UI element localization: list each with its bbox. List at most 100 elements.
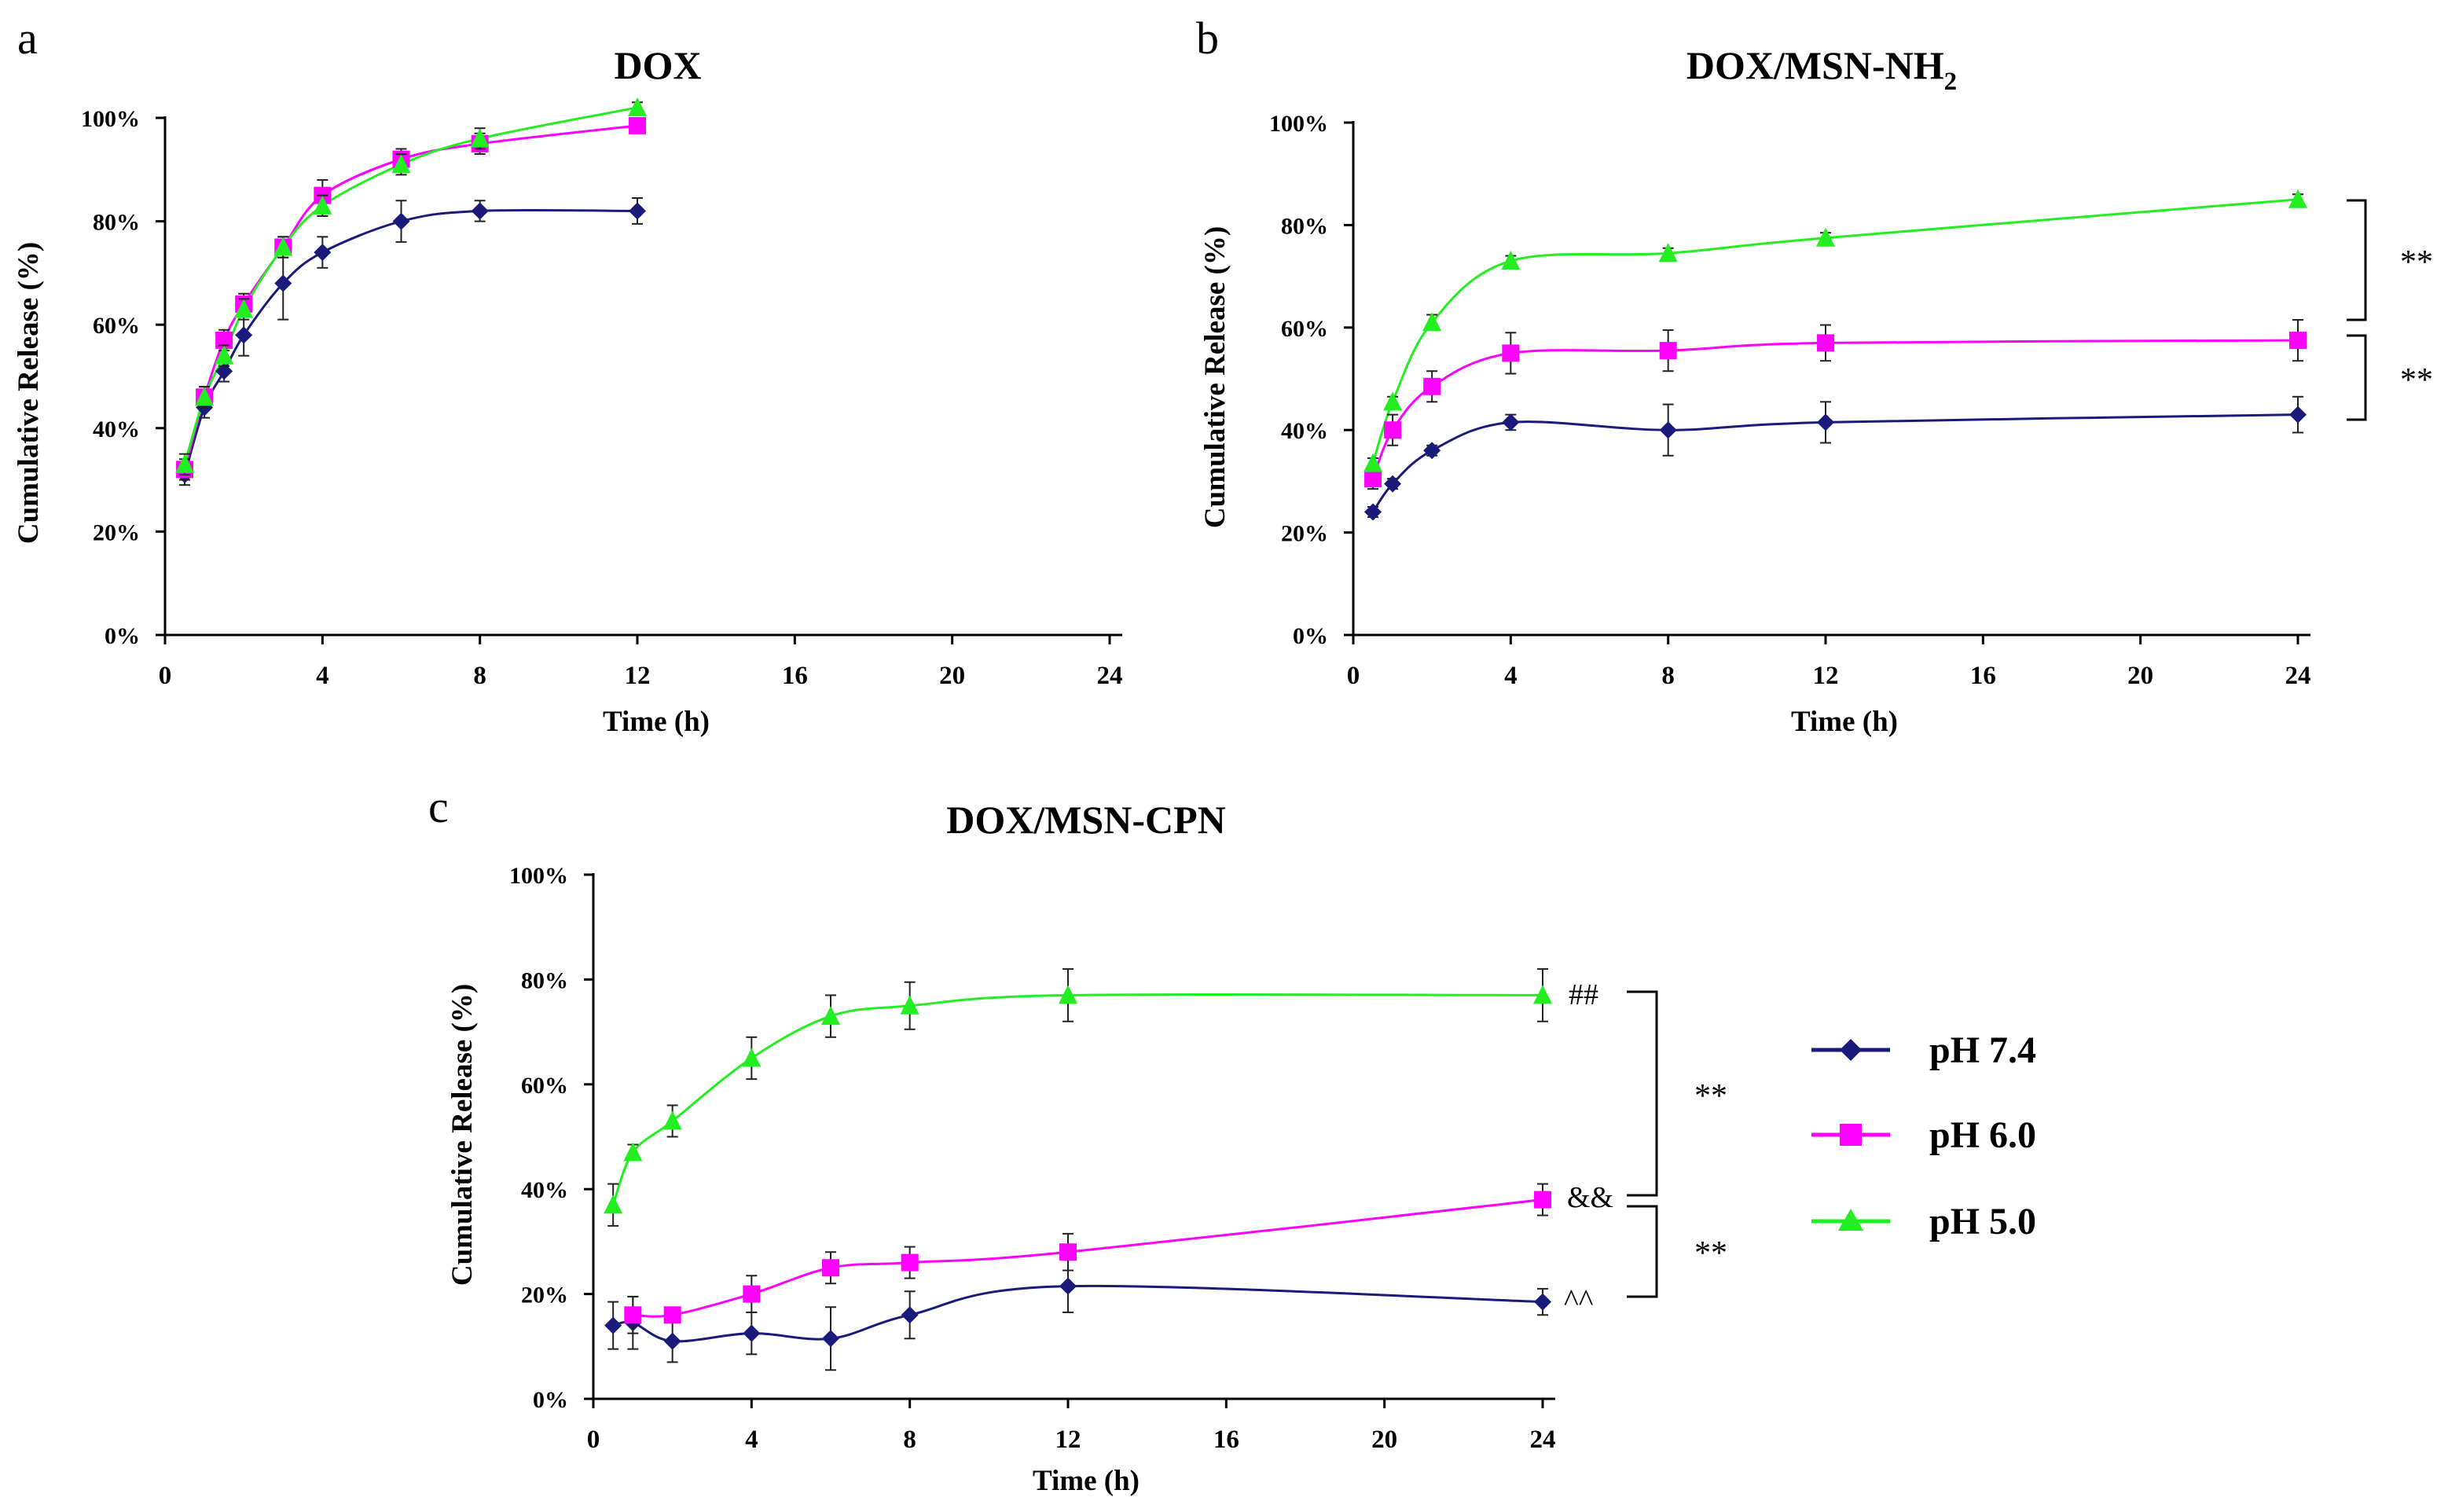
panel-c-data-point-ph50 [1059,985,1077,1004]
panel-b-data-point-ph50 [1363,453,1383,472]
panel-b-data-point-ph74 [1423,442,1441,460]
panel-b-y-tick-label: 20% [1281,521,1328,547]
panel-a-y-tick-label: 0% [105,623,140,649]
panel-c-data-point-ph50 [821,1006,840,1026]
panel-c-data-point-ph50 [623,1142,643,1162]
panel-c-y-tick-label: 60% [521,1073,568,1099]
panel-c-data-point-ph50 [742,1048,762,1067]
panel-b-data-point-ph60 [1423,377,1441,395]
panel-b-data-point-ph74 [1659,421,1677,439]
panel-a-data-point-ph74 [471,202,489,220]
panel-b-data-point-ph60 [2289,332,2307,350]
panel-a-data-point-ph60 [629,116,646,134]
legend-item-ph60: pH 6.0 [1811,1114,2036,1156]
panel-a-data-point-ph50 [215,345,234,365]
panel-c-y-axis-label: Cumulative Release (%) [446,984,479,1286]
panel-a-x-axis-label: Time (h) [603,706,710,738]
legend-marker-triangle-icon [1838,1209,1863,1231]
panel-c-series-line-ph50 [611,993,1543,1206]
panel-a-data-point-ph50 [195,387,215,406]
panel-a-data-point-ph50 [175,453,195,473]
panel-a-x-tick-label: 0 [159,662,172,690]
panel-b-x-tick-label: 8 [1661,662,1675,690]
panel-a-x-tick-label: 20 [939,662,965,690]
panel-c-y-tick-label: 40% [521,1177,568,1203]
panel-c-data-point-ph60 [1059,1243,1077,1261]
panel-a-series-line-ph50 [183,106,638,465]
panel-a-x-tick-label: 24 [1097,662,1123,690]
panel-b-series-line-ph74 [1371,413,2299,513]
panel-b-data-point-ph50 [1501,251,1521,270]
panel-b-data-point-ph74 [1384,475,1402,493]
panel-a-y-tick-label: 100% [81,106,140,132]
panel-a-data-point-ph60 [215,331,233,349]
panel-c-data-point-ph50 [662,1110,682,1130]
panel-b-data-point-ph74 [1817,413,1834,431]
panel-c-y-tick-label: 0% [533,1387,568,1413]
panel-a-data-point-ph74 [215,362,233,380]
panel-c-data-point-ph74 [604,1316,622,1334]
panel-b-data-point-ph60 [1659,342,1677,360]
panel-b-significance-bracket-upper [2347,199,2367,321]
panel-c-data-point-ph50 [1533,985,1552,1004]
panel-b-title: DOX/MSN-NH2 [1686,43,1957,96]
panel-c-data-point-ph60 [1534,1191,1551,1209]
panel-b-y-tick-label: 80% [1281,213,1328,239]
panel-c-x-tick-label: 8 [903,1426,916,1454]
panel-b-y-axis-label: Cumulative Release (%) [1199,226,1231,528]
panel-b-significance-mark-lower: ** [2400,362,2433,398]
legend: pH 7.4 pH 6.0 pH 5.0 [1811,1029,2036,1242]
panel-c-data-point-ph74 [1534,1293,1551,1311]
panel-b-data-point-ph60 [1817,334,1834,352]
panel-c-x-tick-label: 24 [1530,1426,1556,1454]
panel-b-x-tick-label: 16 [1970,662,1996,690]
panel-c-data-point-ph60 [822,1259,839,1277]
panel-c-x-tick-label: 0 [587,1426,600,1454]
panel-a-title: DOX [614,43,701,87]
panel-a-data-point-ph50 [273,237,293,256]
panel-c-data-point-ph74 [743,1324,761,1342]
panel-a-data-point-ph50 [391,154,411,174]
panel-a-y-tick-label: 60% [93,313,140,339]
panel-c-letter: c [428,781,449,832]
panel-b-data-point-ph50 [1658,243,1678,262]
panel-c-x-axis-label: Time (h) [1033,1465,1140,1497]
panel-a-data-point-ph50 [313,195,332,215]
panel-b-data-point-ph50 [1422,312,1442,332]
panel-b-y-tick-label: 60% [1281,316,1328,342]
panel-a-y-tick-label: 40% [93,417,140,442]
panel-b-chart: b DOX/MSN-NH2 0 4 8 12 16 20 24 0% 20% 40% 60% 80% 1… [1196,13,2433,738]
panel-b-data-point-ph50 [1383,391,1403,411]
panel-a-series-line-ph60 [183,124,638,470]
panel-b-y-tick-label: 40% [1281,418,1328,444]
panel-b-letter: b [1196,13,1219,64]
panel-c-series-line-ph74 [612,1284,1543,1343]
legend-marker-square-icon [1840,1124,1862,1146]
panel-b-x-axis-label: Time (h) [1791,706,1898,738]
panel-a-y-tick-label: 80% [93,210,140,236]
panel-b-data-point-ph50 [1816,227,1835,247]
panel-b-significance-mark-upper: ** [2400,244,2433,281]
panel-c-data-point-ph74 [663,1332,681,1350]
panel-a-data-point-ph50 [234,299,254,318]
panel-b-x-tick-label: 4 [1504,662,1518,690]
legend-marker-diamond-icon [1840,1039,1862,1061]
panel-b-significance-bracket-lower [2347,334,2367,421]
panel-b-data-point-ph60 [1502,344,1520,362]
panel-a-data-point-ph50 [628,97,647,116]
panel-c-data-point-ph74 [901,1306,919,1324]
panel-b-y-tick-label: 100% [1269,111,1328,137]
panel-b-data-point-ph50 [2288,189,2307,208]
panel-a-data-point-ph50 [470,128,490,148]
panel-c-data-point-ph60 [743,1285,761,1303]
panel-b-x-tick-label: 20 [2127,662,2153,690]
panel-c-y-tick-label: 100% [509,863,568,889]
legend-item-ph50: pH 5.0 [1811,1201,2036,1242]
panel-a-data-point-ph74 [392,212,410,230]
panel-c-x-tick-label: 12 [1055,1426,1081,1454]
panel-b-x-tick-label: 0 [1347,662,1360,690]
panel-b-series-line-ph50 [1371,198,2299,464]
panel-c-y-tick-label: 20% [521,1283,568,1308]
legend-label-ph50: pH 5.0 [1929,1201,2036,1242]
panel-a-y-axis-label: Cumulative Release (%) [13,242,45,544]
